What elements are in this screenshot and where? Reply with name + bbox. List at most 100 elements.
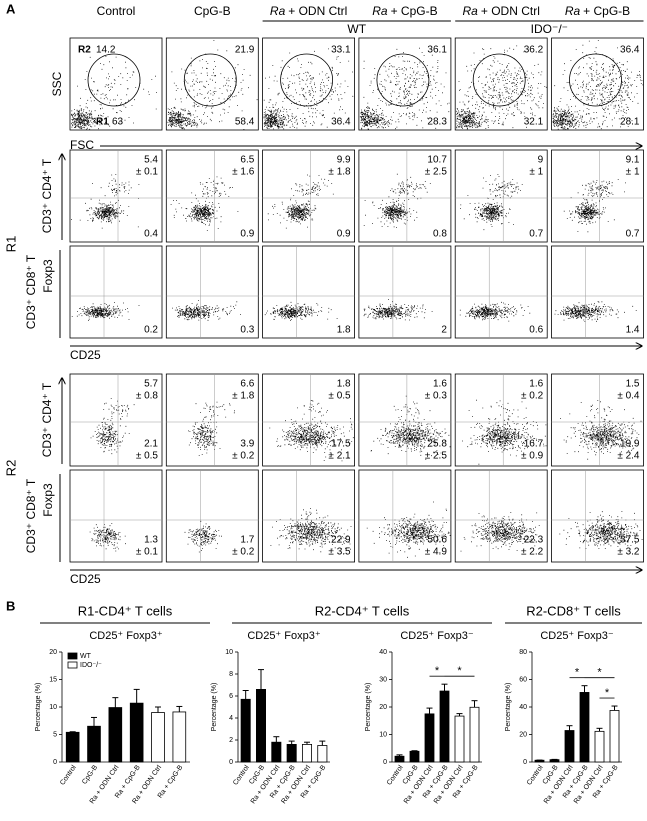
plot-frame bbox=[454, 469, 548, 563]
quadrant-sd: ± 3.2 bbox=[617, 547, 640, 558]
quadrant-sd: ± 1 bbox=[529, 167, 543, 178]
y-axis-label: Percentage (%) bbox=[211, 683, 218, 732]
bar bbox=[65, 731, 80, 763]
quadrant-sd: ± 3.5 bbox=[328, 547, 351, 558]
plot-frame bbox=[358, 149, 452, 243]
event-dots bbox=[269, 400, 354, 462]
event-dots bbox=[71, 174, 140, 229]
plot-frame bbox=[165, 469, 259, 563]
gate-value: 63 bbox=[112, 117, 124, 128]
event-dots bbox=[554, 301, 637, 322]
column-header-text: + CpG-B bbox=[583, 4, 630, 18]
quadrant-sd: ± 4.9 bbox=[425, 547, 448, 558]
legend-swatch bbox=[67, 661, 78, 669]
gate-value: 14.2 bbox=[96, 45, 116, 56]
gate-value: 36.1 bbox=[427, 45, 447, 56]
quadrant-value: 0.9 bbox=[240, 229, 254, 240]
y-axis-label: Percentage (%) bbox=[365, 683, 372, 732]
bar bbox=[549, 759, 560, 763]
x-axis-label: CD25 bbox=[70, 348, 101, 362]
event-dots bbox=[264, 301, 338, 321]
quadrant-sd: ± 2.5 bbox=[425, 451, 448, 462]
quadrant-value: 19.9 bbox=[620, 439, 640, 450]
plot-frame bbox=[454, 245, 548, 339]
plot-frame bbox=[165, 37, 259, 131]
quadrant-value: 0.9 bbox=[337, 229, 351, 240]
y-tick-label: 40 bbox=[379, 649, 387, 656]
quadrant-sd: ± 1.8 bbox=[232, 391, 255, 402]
gate-name: R1 bbox=[96, 117, 109, 128]
plot-frame bbox=[165, 373, 259, 467]
quadrant-value: 6.6 bbox=[240, 379, 254, 390]
y-tick-label: 2 bbox=[229, 737, 233, 744]
plot-frame bbox=[551, 373, 644, 467]
plot-frame bbox=[358, 469, 452, 563]
plot-frame bbox=[262, 149, 356, 243]
bar bbox=[172, 711, 187, 763]
event-dots bbox=[184, 520, 222, 553]
gate bbox=[376, 53, 430, 107]
event-dots bbox=[71, 55, 157, 130]
bar bbox=[454, 715, 465, 763]
event-dots bbox=[462, 399, 547, 465]
bar bbox=[409, 750, 420, 763]
y-tick-label: 30 bbox=[379, 676, 387, 683]
y-tick-label: 4 bbox=[229, 715, 233, 722]
gate bbox=[569, 53, 622, 107]
legend-label: IDO⁻/⁻ bbox=[80, 662, 102, 669]
y-tick-label: 20 bbox=[379, 704, 387, 711]
quadrant-value: 0.2 bbox=[144, 325, 158, 336]
event-dots bbox=[167, 40, 258, 130]
event-dots bbox=[560, 400, 642, 460]
gate-value: 28.1 bbox=[620, 117, 640, 128]
quadrant-sd: ± 0.1 bbox=[136, 547, 159, 558]
event-dots bbox=[267, 174, 334, 229]
quadrant-sd: ± 2.4 bbox=[617, 451, 640, 462]
significance-label: * bbox=[575, 667, 580, 679]
bar bbox=[424, 713, 435, 763]
gate-value: 36.2 bbox=[524, 45, 544, 56]
gate bbox=[280, 53, 334, 107]
y-tick-label: 60 bbox=[519, 676, 527, 683]
plot-frame bbox=[358, 373, 452, 467]
column-header-text: + CpG-B bbox=[391, 4, 438, 18]
x-tick-label: Control bbox=[232, 764, 251, 787]
plot-frame bbox=[69, 373, 163, 467]
gate bbox=[87, 53, 141, 107]
region-label: R1 bbox=[3, 236, 18, 253]
quadrant-value: 10.7 bbox=[427, 155, 447, 166]
bar bbox=[609, 710, 620, 763]
quadrant-value: 37.5 bbox=[620, 535, 640, 546]
quadrant-sd: ± 0.2 bbox=[521, 391, 544, 402]
event-dots bbox=[363, 299, 433, 321]
column-header: Ra + CpG-B bbox=[565, 4, 630, 18]
quadrant-value: 6.5 bbox=[240, 155, 254, 166]
event-dots bbox=[71, 302, 140, 321]
event-dots bbox=[188, 401, 235, 456]
quadrant-value: 9 bbox=[538, 155, 544, 166]
quadrant-value: 1.3 bbox=[144, 535, 158, 546]
y-tick-label: 15 bbox=[49, 676, 57, 683]
quadrant-sd: ± 0.2 bbox=[232, 547, 255, 558]
y-axis-label: CD3⁺ CD8⁺ T bbox=[24, 478, 38, 553]
event-dots bbox=[460, 512, 540, 552]
quadrant-sd: ± 2.1 bbox=[328, 451, 351, 462]
x-tick-label: Control bbox=[386, 764, 405, 787]
quadrant-value: 1.8 bbox=[337, 379, 351, 390]
gate bbox=[183, 53, 237, 107]
y-tick-label: 20 bbox=[519, 731, 527, 738]
column-header: Ra + ODN Ctrl bbox=[270, 4, 347, 18]
significance-label: * bbox=[435, 665, 440, 677]
quadrant-value: 1.6 bbox=[529, 379, 543, 390]
plot-frame bbox=[454, 373, 548, 467]
quadrant-value: 17.5 bbox=[331, 439, 351, 450]
gate-value: 36.4 bbox=[331, 117, 351, 128]
column-header-italic: Ra bbox=[463, 4, 479, 18]
plot-frame bbox=[358, 37, 452, 131]
group-title: R2-CD8⁺ T cells bbox=[526, 603, 621, 618]
plot-frame bbox=[262, 469, 356, 563]
panel-label: A bbox=[6, 1, 16, 16]
event-dots bbox=[170, 176, 239, 231]
column-header: CpG-B bbox=[194, 4, 231, 18]
